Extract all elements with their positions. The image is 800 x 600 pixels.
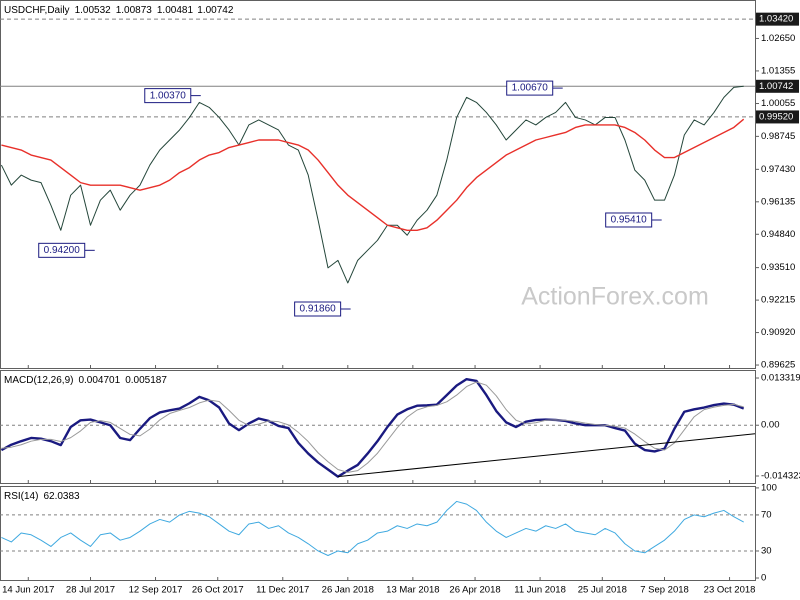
trendline bbox=[337, 433, 756, 478]
y-tick-label: 0.94840 bbox=[761, 229, 795, 240]
x-tick-label: 26 Jan 2018 bbox=[322, 585, 374, 596]
price-level-box bbox=[756, 12, 799, 26]
x-tick-label: 11 Dec 2017 bbox=[256, 585, 309, 596]
header-value: 1.00481 bbox=[157, 5, 194, 16]
y-tick-label: 1.00055 bbox=[761, 98, 795, 109]
x-tick-label: 23 Oct 2018 bbox=[704, 585, 756, 596]
annotation-label: 1.00670 bbox=[512, 83, 549, 94]
y-tick-label: 30 bbox=[761, 545, 772, 556]
y-tick-label: 0.92215 bbox=[761, 295, 795, 306]
x-tick-label: 14 Jun 2017 bbox=[2, 585, 54, 596]
series-line bbox=[1, 381, 744, 473]
x-tick-label: 26 Apr 2018 bbox=[449, 585, 500, 596]
x-tick-label: 12 Sep 2017 bbox=[129, 585, 183, 596]
x-tick-label: 11 Jun 2018 bbox=[514, 585, 566, 596]
price-level-box bbox=[756, 110, 799, 124]
price-panel bbox=[0, 0, 756, 369]
price-level-label: 1.00742 bbox=[759, 81, 793, 92]
y-tick-label: 0.98745 bbox=[761, 131, 795, 142]
header-value: 1.00742 bbox=[197, 5, 234, 16]
y-tick-label: 1.02650 bbox=[761, 33, 795, 44]
y-tick-label: 0.93510 bbox=[761, 262, 795, 273]
watermark: ActionForex.com bbox=[521, 283, 709, 311]
panel-header: MACD(12,26,9) 0.004701 0.005187 bbox=[4, 375, 167, 386]
y-tick-label: 100 bbox=[761, 482, 777, 493]
annotation-label: 0.95410 bbox=[611, 215, 648, 226]
price-level-label: 0.99520 bbox=[759, 111, 793, 122]
annotation-box bbox=[506, 80, 554, 96]
annotation-box bbox=[605, 212, 653, 228]
header-value: USDCHF,Daily bbox=[4, 5, 70, 16]
annotation-label: 0.94200 bbox=[44, 245, 81, 256]
panel-header: USDCHF,Daily 1.00532 1.00873 1.00481 1.00742 bbox=[4, 5, 234, 16]
x-tick-label: 13 Mar 2018 bbox=[386, 585, 439, 596]
y-tick-label: 0.013319 bbox=[761, 373, 800, 384]
rsi-panel bbox=[0, 486, 756, 581]
header-value: RSI(14) bbox=[4, 491, 38, 502]
panel-frames bbox=[0, 0, 756, 581]
panel-header: RSI(14) 62.0383 bbox=[4, 491, 80, 502]
series-line bbox=[0, 377, 745, 478]
y-tick-label: 0.97430 bbox=[761, 164, 795, 175]
series-line bbox=[0, 85, 744, 284]
x-tick-label: 7 Sep 2018 bbox=[640, 585, 689, 596]
header-value: 62.0383 bbox=[43, 491, 80, 502]
y-tick-label: 0.90920 bbox=[761, 327, 795, 338]
x-tick-label: 28 Jul 2017 bbox=[66, 585, 115, 596]
header-value: 1.00873 bbox=[116, 5, 153, 16]
macd-panel bbox=[0, 370, 756, 484]
y-tick-label: -0.014323 bbox=[761, 471, 800, 482]
header-value: MACD(12,26,9) bbox=[4, 375, 73, 386]
y-tick-label: 1.01355 bbox=[761, 65, 795, 76]
annotation-box bbox=[38, 242, 86, 258]
annotation-box bbox=[294, 301, 342, 317]
y-tick-label: 0.96135 bbox=[761, 196, 795, 207]
y-tick-label: 0 bbox=[761, 573, 766, 584]
y-tick-label: 0.00 bbox=[761, 420, 780, 431]
annotation-box bbox=[144, 88, 192, 104]
x-tick-label: 26 Oct 2017 bbox=[192, 585, 244, 596]
annotation-label: 0.91860 bbox=[300, 304, 337, 315]
header-value: 1.00532 bbox=[75, 5, 112, 16]
x-tick-label: 25 Jul 2018 bbox=[578, 585, 627, 596]
price-level-box bbox=[756, 79, 799, 93]
annotation-label: 1.00370 bbox=[150, 90, 187, 101]
header-value: 0.004701 bbox=[78, 375, 120, 386]
series-line bbox=[1, 118, 745, 231]
y-tick-label: 70 bbox=[761, 509, 772, 520]
price-level-label: 1.03420 bbox=[759, 14, 793, 25]
y-tick-label: 0.89625 bbox=[761, 360, 795, 371]
header-value: 0.005187 bbox=[125, 375, 167, 386]
series-line bbox=[1, 500, 744, 556]
